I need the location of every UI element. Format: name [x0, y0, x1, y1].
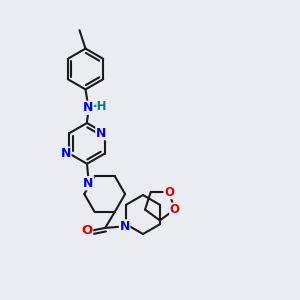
Text: O: O	[164, 186, 174, 199]
Text: N: N	[119, 220, 130, 233]
Text: O: O	[81, 224, 93, 237]
Text: N: N	[96, 127, 106, 140]
Text: N: N	[61, 147, 71, 160]
Text: N: N	[83, 101, 93, 114]
Text: ·H: ·H	[93, 100, 107, 113]
Text: O: O	[170, 203, 180, 216]
Text: N: N	[83, 177, 94, 190]
